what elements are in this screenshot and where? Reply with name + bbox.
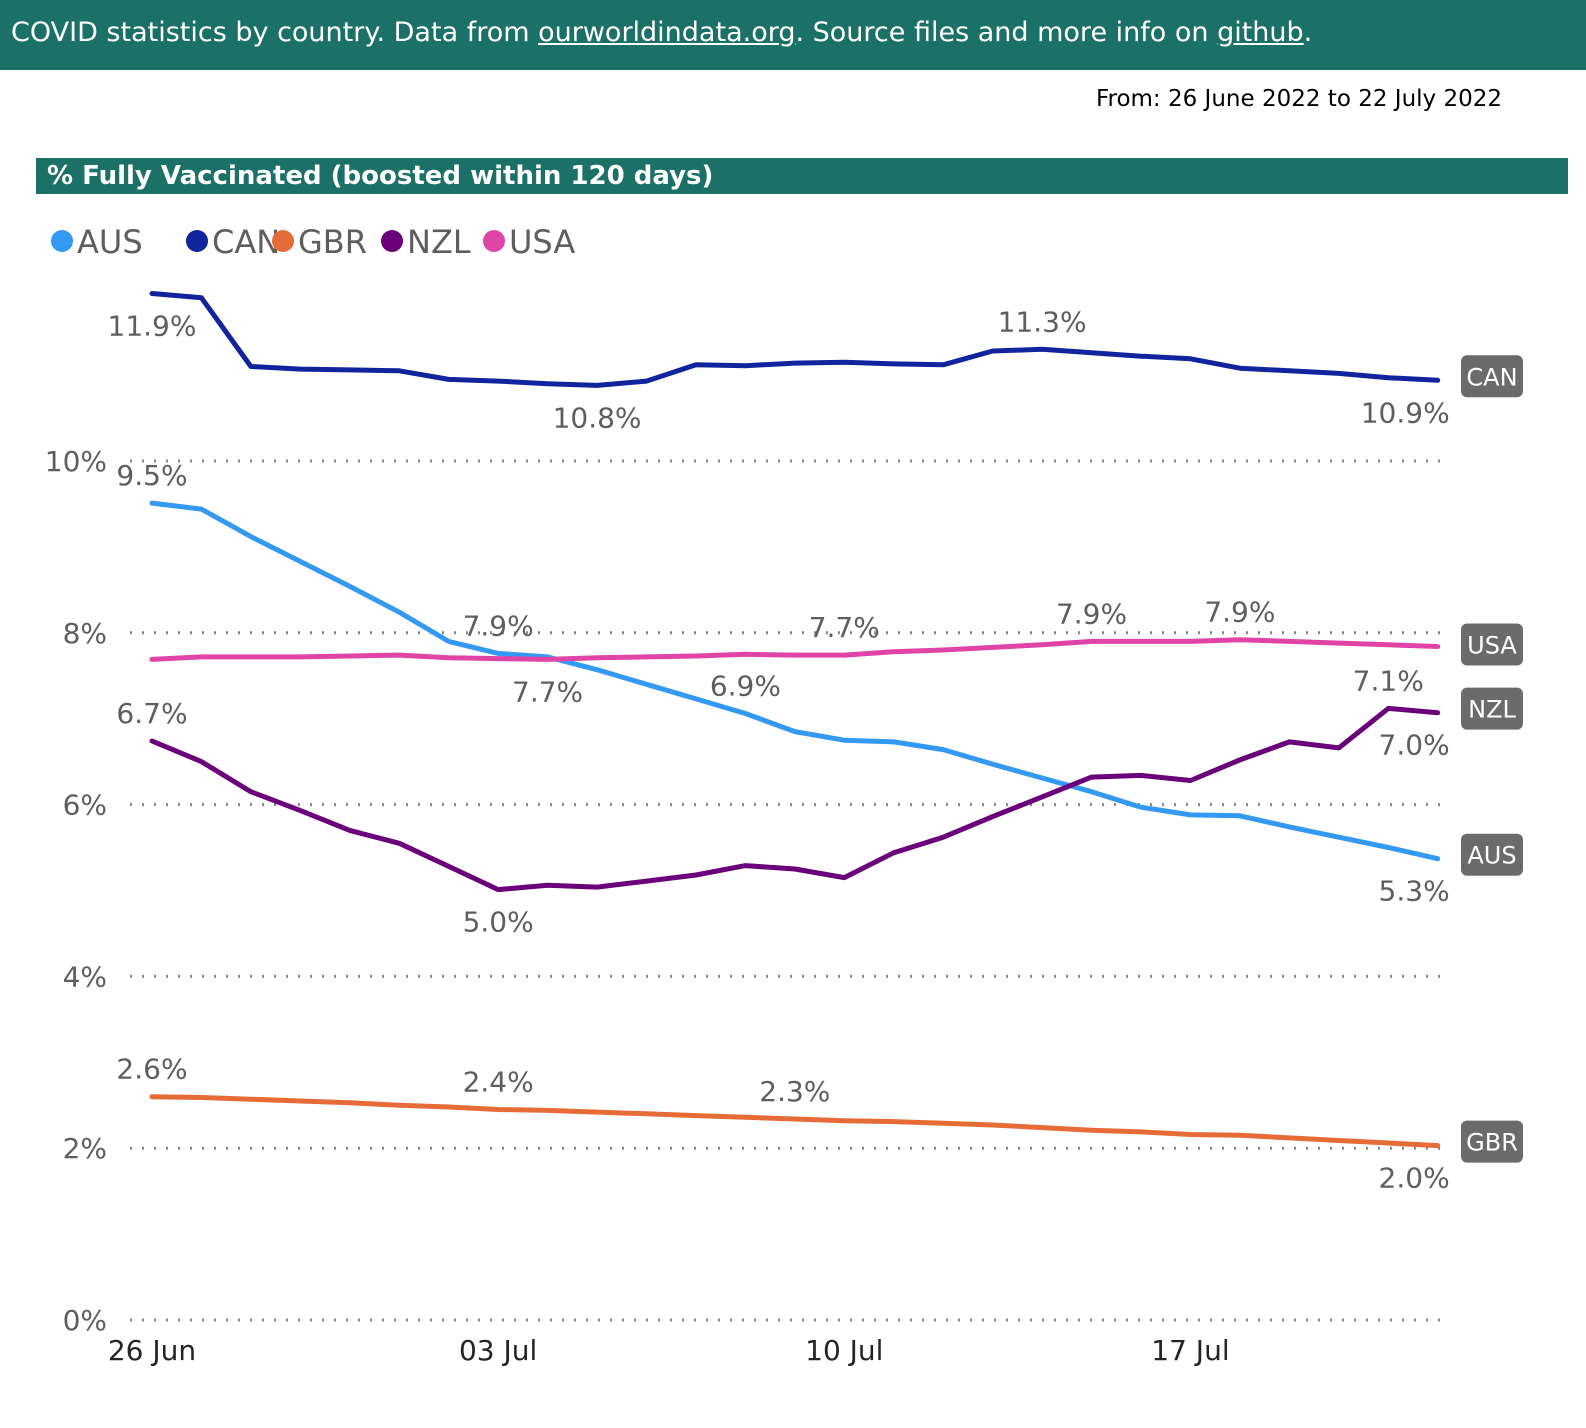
top-banner: COVID statistics by country. Data from o… [0, 0, 1586, 70]
data-labels: 9.5% 7.9% 6.9% 5.3% 11.9% 10.8% 11.3% 10.9% 2.6%… [108, 305, 1450, 1194]
data-label-aus: 5.3% [1379, 875, 1450, 908]
data-label-nzl: 5.0% [463, 906, 534, 939]
y-tick-label: 0% [63, 1304, 107, 1337]
legend-marker-usa [483, 230, 505, 252]
end-tag-label: AUS [1467, 842, 1516, 870]
series-line-usa [149, 637, 1441, 662]
data-label-usa: 7.7% [809, 611, 880, 644]
banner-text: COVID statistics by country. Data from o… [0, 0, 1586, 66]
legend-marker-nzl [381, 230, 403, 252]
data-label-aus: 6.9% [710, 670, 781, 703]
y-tick-label: 6% [63, 789, 107, 822]
y-tick-label: 10% [45, 445, 107, 478]
data-label-nzl: 7.0% [1379, 729, 1450, 762]
data-label-gbr: 2.4% [463, 1066, 534, 1099]
end-tag-aus [1461, 833, 1523, 876]
end-tag-label: GBR [1466, 1129, 1518, 1157]
banner-middle: . Source files and more info on [795, 17, 1218, 48]
y-tick-label: 2% [63, 1132, 107, 1165]
end-tag-can [1461, 355, 1523, 398]
chart-title: % Fully Vaccinated (boosted within 120 d… [36, 158, 1568, 194]
ourworldindata-link[interactable]: ourworldindata.org [538, 17, 796, 48]
series-lines [149, 291, 1441, 1149]
end-tag-label: USA [1467, 632, 1517, 660]
gridlines [130, 459, 1450, 1322]
data-label-usa: 7.9% [1204, 596, 1275, 629]
data-label-can: 10.8% [553, 401, 642, 434]
x-tick-label: 26 Jun [108, 1334, 196, 1367]
legend-label-can: CAN [212, 223, 280, 261]
series-line-gbr [149, 1094, 1441, 1149]
banner-prefix: COVID statistics by country. Data from [11, 17, 539, 48]
date-range: From: 26 June 2022 to 22 July 2022 [1095, 86, 1502, 112]
data-label-can: 11.9% [108, 309, 197, 342]
x-tick-label: 17 Jul [1151, 1334, 1229, 1367]
end-tag-usa [1461, 623, 1523, 666]
chart-title-text: % Fully Vaccinated (boosted within 120 d… [47, 161, 714, 191]
data-label-can: 11.3% [998, 305, 1087, 338]
y-axis: 0% 2% 4% 6% 8% 10% [45, 445, 107, 1337]
end-tag-nzl [1461, 687, 1523, 730]
data-label-aus: 7.9% [463, 609, 534, 642]
data-label-gbr: 2.3% [759, 1075, 830, 1108]
legend-marker-aus [51, 230, 73, 252]
legend: AUS CAN GBR NZL USA [51, 223, 575, 261]
end-tag-gbr [1461, 1120, 1523, 1163]
y-tick-label: 8% [63, 617, 107, 650]
data-label-usa: 7.7% [512, 675, 583, 708]
end-tag-label: CAN [1466, 363, 1517, 391]
series-line-aus [149, 500, 1441, 862]
x-axis: 26 Jun 03 Jul 10 Jul 17 Jul [108, 1334, 1230, 1367]
y-tick-label: 4% [63, 960, 107, 993]
legend-marker-can [186, 230, 208, 252]
end-tags: CAN USA NZL AUS GBR [1461, 355, 1523, 1163]
data-label-nzl: 6.7% [116, 697, 187, 730]
github-link[interactable]: github [1217, 17, 1304, 48]
data-label-gbr: 2.0% [1379, 1162, 1450, 1195]
series-line-nzl [149, 705, 1441, 893]
legend-label-aus: AUS [77, 223, 143, 261]
series-line-can [149, 291, 1441, 388]
legend-marker-gbr [272, 230, 294, 252]
legend-label-nzl: NZL [407, 223, 471, 261]
end-tag-label: NZL [1468, 696, 1516, 724]
data-label-gbr: 2.6% [116, 1053, 187, 1086]
data-label-usa: 7.9% [1056, 597, 1127, 630]
x-tick-label: 03 Jul [459, 1334, 537, 1367]
legend-label-gbr: GBR [298, 223, 367, 261]
data-label-can: 10.9% [1361, 396, 1450, 429]
banner-suffix: . [1303, 17, 1313, 48]
data-label-aus: 9.5% [116, 459, 187, 492]
data-label-nzl: 7.1% [1353, 664, 1424, 697]
legend-label-usa: USA [509, 223, 575, 261]
x-tick-label: 10 Jul [805, 1334, 883, 1367]
